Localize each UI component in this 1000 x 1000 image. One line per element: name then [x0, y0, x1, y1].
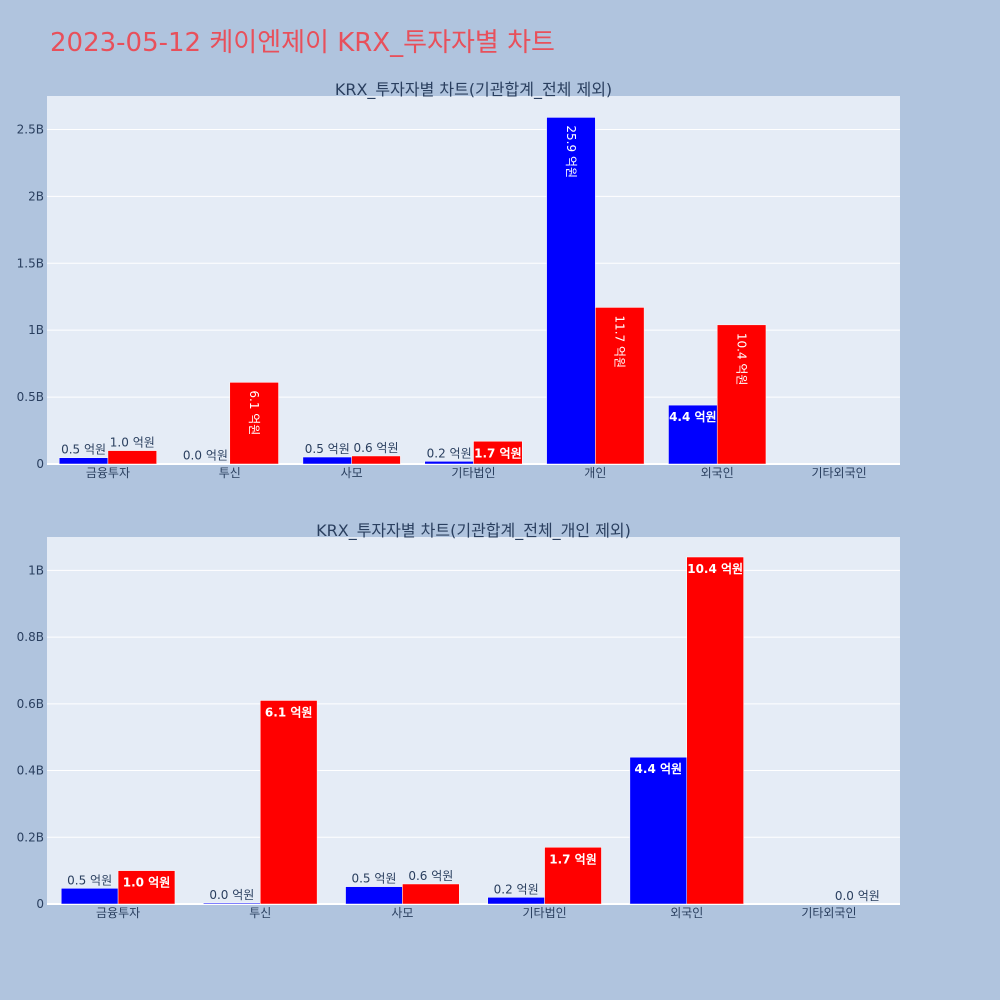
data-label: 0.5 억원	[351, 872, 396, 886]
data-label: 0.2 억원	[494, 882, 539, 896]
bar	[302, 456, 352, 465]
x-tick-label: 기타외국인	[811, 466, 866, 480]
y-tick-label: 0.2B	[17, 830, 44, 844]
bar	[487, 897, 545, 905]
data-label: 25.9 억원	[564, 125, 578, 178]
data-label: 0.5 억원	[61, 443, 106, 457]
chart-bottom: 0 0.2B 0.4B 0.6B 0.8B 1B KRX_투자자별 차트(기관합계_전체_개…	[17, 521, 900, 920]
bar	[546, 117, 596, 465]
x-tick-label: 기타외국인	[801, 906, 856, 920]
data-label: 10.4 억원	[687, 562, 743, 576]
data-label: 0.6 억원	[408, 869, 453, 883]
x-tick-label: 사모	[391, 906, 413, 920]
bar	[117, 870, 176, 905]
data-label: 4.4 억원	[635, 762, 683, 776]
bar	[260, 700, 318, 905]
x-tick-label: 금융투자	[96, 906, 140, 920]
chart-top: 0 0.5B 1B 1.5B 2B 2.5B KRX_투자자별 차트(기관합계_전체 제외)…	[17, 80, 900, 480]
data-label: 4.4 억원	[669, 410, 717, 424]
bar	[203, 902, 261, 905]
data-label: 1.0 억원	[123, 876, 171, 890]
x-tick-label: 투신	[249, 906, 271, 920]
data-label: 0.5 억원	[305, 442, 350, 456]
data-label: 0.2 억원	[427, 446, 472, 460]
data-label: 0.0 억원	[183, 449, 228, 463]
x-tick-label: 외국인	[701, 466, 734, 480]
y-tick-label: 0.6B	[17, 697, 44, 711]
data-label: 0.0 억원	[209, 888, 254, 902]
x-tick-label: 투신	[219, 466, 241, 480]
x-tick-label: 사모	[341, 466, 363, 480]
bar	[345, 886, 403, 905]
data-label: 0.0 억원	[835, 889, 880, 903]
x-tick-label: 기타법인	[522, 906, 566, 920]
x-tick-label: 금융투자	[86, 466, 130, 480]
data-label: 6.1 억원	[265, 705, 313, 719]
bar	[544, 847, 602, 905]
bar	[473, 441, 523, 465]
data-label: 6.1 억원	[247, 390, 261, 435]
bar	[629, 756, 688, 905]
chart-title: KRX_투자자별 차트(기관합계_전체 제외)	[335, 80, 612, 100]
x-tick-label: 기타법인	[451, 466, 495, 480]
y-tick-label: 1B	[28, 563, 44, 577]
bar	[229, 382, 279, 465]
bar	[107, 450, 157, 465]
y-tick-label: 0.8B	[17, 630, 44, 644]
data-label: 0.5 억원	[67, 873, 112, 887]
y-tick-label: 2B	[28, 189, 44, 203]
plot-area	[47, 96, 900, 464]
x-tick-label: 개인	[584, 466, 606, 480]
y-tick-label: 0	[36, 897, 44, 911]
bar	[668, 404, 718, 465]
y-tick-label: 1B	[28, 323, 44, 337]
data-label: 1.7 억원	[474, 446, 522, 460]
data-label: 11.7 억원	[613, 315, 627, 368]
bar	[595, 307, 645, 465]
x-tick-label: 외국인	[670, 906, 703, 920]
bar	[424, 461, 474, 465]
y-tick-label: 2.5B	[17, 122, 44, 136]
y-tick-label: 0.4B	[17, 764, 44, 778]
bar	[60, 888, 119, 905]
data-label: 10.4 억원	[735, 333, 749, 386]
y-tick-label: 1.5B	[17, 256, 44, 270]
data-label: 1.0 억원	[110, 436, 155, 450]
data-label: 0.6 억원	[354, 441, 399, 455]
data-label: 1.7 억원	[549, 852, 597, 866]
plot-area	[47, 537, 900, 904]
page-title: 2023-05-12 케이엔제이 KRX_투자자별 차트	[50, 28, 555, 58]
y-tick-label: 0.5B	[17, 390, 44, 404]
chart-title: KRX_투자자별 차트(기관합계_전체_개인 제외)	[316, 521, 631, 541]
bar	[686, 556, 744, 905]
bar	[716, 324, 767, 465]
y-tick-label: 0	[36, 457, 44, 471]
bar	[58, 457, 109, 465]
bar	[402, 883, 460, 905]
bar	[351, 455, 401, 465]
